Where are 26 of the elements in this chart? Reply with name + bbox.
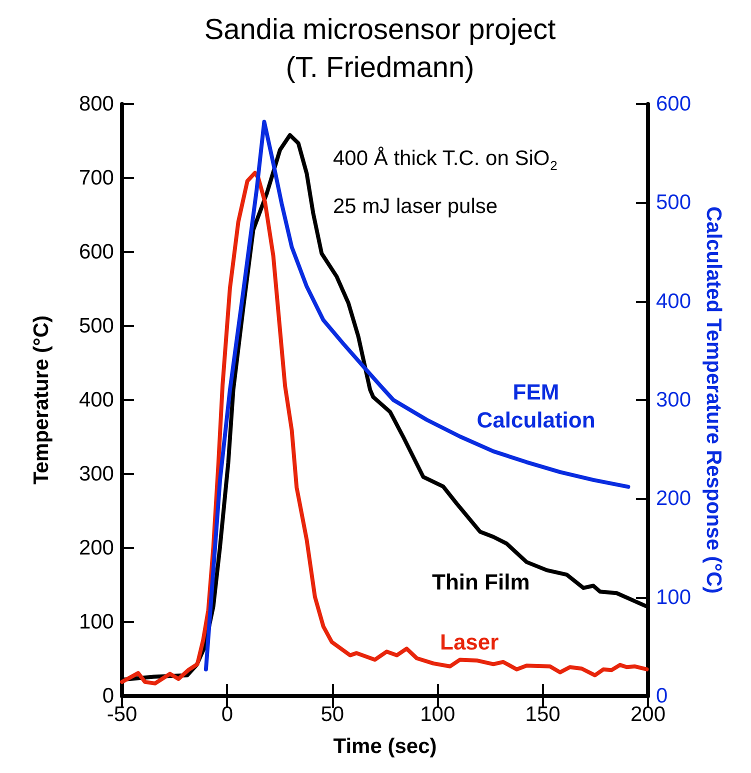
y-tick-label: 800 xyxy=(78,92,114,116)
series-label: Thin Film xyxy=(432,570,530,594)
x-tick-label: 50 xyxy=(320,703,344,726)
y-tick-label: 100 xyxy=(78,610,114,634)
y2-tick-label: 400 xyxy=(656,290,692,313)
y2-tick-label: 200 xyxy=(656,487,692,510)
y2-tick-label: 100 xyxy=(656,586,692,609)
x-tick-label: 150 xyxy=(525,703,560,726)
y-axis-title: Temperature (°C) xyxy=(30,315,53,485)
x-tick-label: 100 xyxy=(420,703,456,726)
y-tick-label: 200 xyxy=(78,536,114,560)
annotation: 25 mJ laser pulse xyxy=(333,195,498,218)
y-tick-label: 600 xyxy=(78,240,114,264)
line-series xyxy=(204,120,630,672)
y2-axis-title: Calculated Temperature Response (°C) xyxy=(702,206,725,594)
chart-title: Sandia microsensor project (T. Friedmann) xyxy=(204,14,556,84)
x-axis-title: Time (sec) xyxy=(333,735,437,758)
y2-tick-label: 600 xyxy=(656,92,692,116)
y-tick-label: 300 xyxy=(78,462,114,486)
series-label: Laser xyxy=(440,630,500,654)
y-tick-label: 700 xyxy=(78,166,114,190)
y-tick-label: 500 xyxy=(78,314,114,338)
y-tick-label: 400 xyxy=(78,388,114,412)
series-label: FEM Calculation xyxy=(476,380,596,432)
y2-tick-label: 500 xyxy=(656,191,692,214)
y2-tick-label: 300 xyxy=(656,388,692,412)
